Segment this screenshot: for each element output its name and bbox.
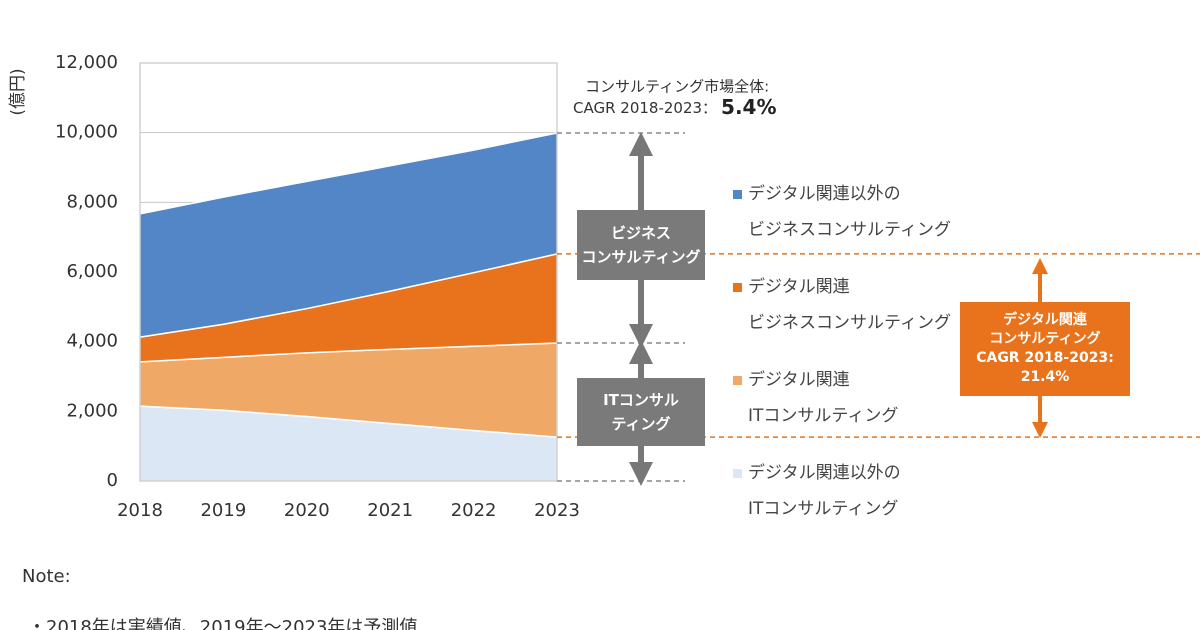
x-tick-label: 2021: [367, 500, 413, 521]
x-tick-label: 2020: [284, 500, 330, 521]
cagr-annotation: CAGR 2018-2023： 5.4%: [573, 95, 777, 119]
x-tick-label: 2023: [534, 500, 580, 521]
box: [960, 302, 1130, 396]
y-tick-label: 8,000: [66, 191, 118, 212]
digital-box: デジタル関連 コンサルティング CAGR 2018-2023: 21.4%: [976, 312, 1114, 385]
cagr-label: CAGR 2018-2023：: [573, 99, 717, 117]
x-tick-label: 2022: [451, 500, 497, 521]
business-box: ビジネス コンサルティング: [581, 224, 701, 266]
note-title: Note:: [22, 566, 71, 587]
legend-label: デジタル関連 ビジネスコンサルティング: [748, 277, 951, 333]
legend-label: デジタル関連 ITコンサルティング: [748, 370, 899, 426]
legend-entry: デジタル関連 ビジネスコンサルティング: [748, 277, 951, 333]
y-tick-label: 12,000: [55, 52, 118, 73]
x-tick-label: 2018: [117, 500, 163, 521]
it-box: ITコンサル ティング: [603, 391, 679, 433]
legend-entry: デジタル関連以外の ITコンサルティング: [748, 463, 901, 519]
y-tick-label: 0: [107, 470, 118, 491]
box-text: ビジネス コンサルティング: [581, 224, 701, 266]
legend-entry: デジタル関連 ITコンサルティング: [748, 370, 899, 426]
cagr-value: 5.4%: [721, 95, 776, 119]
plot: 0 2,000 4,000 6,000 8,000 10,000 12,000 2018 201…: [55, 52, 1200, 521]
box-text: デジタル関連 コンサルティング CAGR 2018-2023: 21.4%: [976, 312, 1114, 385]
box-text: ITコンサル ティング: [603, 391, 679, 433]
market-label: コンサルティング市場全体:: [585, 78, 769, 96]
box: [577, 210, 705, 280]
legend-swatch: [733, 190, 742, 199]
y-tick-label: 6,000: [66, 261, 118, 282]
y-tick-label: 2,000: [66, 400, 118, 421]
y-tick-label: 4,000: [66, 331, 118, 352]
note-item: ・2018年は実績値、2019年～2023年は予測値: [28, 617, 417, 630]
legend-entry: デジタル関連以外の ビジネスコンサルティング: [748, 184, 951, 240]
plot-border: [139, 62, 558, 482]
legend-label: デジタル関連以外の ビジネスコンサルティング: [748, 184, 951, 240]
box: [577, 378, 705, 446]
legend-swatch: [733, 283, 742, 292]
legend-swatch: [733, 376, 742, 385]
y-axis-label: (億円): [8, 68, 28, 115]
y-tick-label: 10,000: [55, 122, 118, 143]
x-tick-label: 2019: [200, 500, 246, 521]
legend-label: デジタル関連以外の ITコンサルティング: [748, 463, 901, 519]
legend-swatch: [733, 469, 742, 478]
